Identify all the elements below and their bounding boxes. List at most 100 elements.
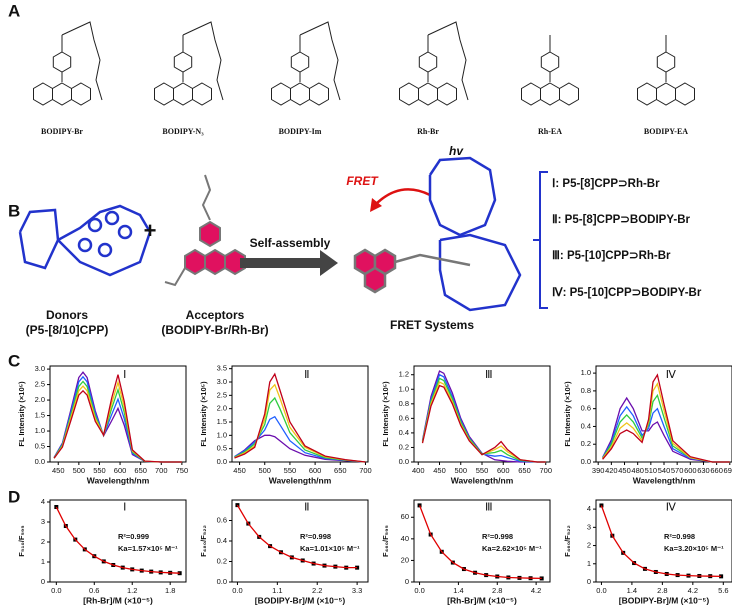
y-tick-label: 20 xyxy=(401,555,409,564)
data-line xyxy=(602,373,730,463)
x-tick-label: 510 xyxy=(645,466,658,475)
structure-ring xyxy=(418,82,438,106)
structure-ring xyxy=(271,82,291,106)
y-axis-label: FL Intensity (×10⁵) xyxy=(17,381,26,447)
fret-label: FRET xyxy=(346,174,379,188)
x-tick-label: 390 xyxy=(592,466,605,475)
structure-chain xyxy=(427,21,469,101)
x-axis-label: [Rh-Br]/M (×10⁻⁵) xyxy=(447,595,517,605)
panel-label: B xyxy=(8,201,20,220)
acceptor-sublabel: (BODIPY-Br/Rh-Br) xyxy=(161,323,268,337)
panel-numeral: Ⅳ xyxy=(666,502,677,514)
data-line xyxy=(234,415,366,463)
structure-chain xyxy=(299,21,341,101)
plot-frame xyxy=(231,365,369,463)
y-tick-label: 2 xyxy=(587,541,591,550)
structure-ring xyxy=(33,82,53,106)
plot-frame xyxy=(49,499,187,583)
y-tick-label: 3 xyxy=(41,517,45,526)
data-point xyxy=(599,503,604,508)
structure-ring xyxy=(52,51,72,73)
structure-ring xyxy=(540,51,560,73)
x-tick-label: 600 xyxy=(114,466,127,475)
data-line xyxy=(234,372,366,463)
structure-ring xyxy=(656,82,676,106)
bracket xyxy=(533,171,548,309)
y-tick-label: 0.6 xyxy=(217,515,227,524)
y-tick-label: 1 xyxy=(587,559,591,568)
x-axis-label: [BODIPY-Br]/M (×10⁻⁵) xyxy=(619,595,710,605)
x-tick-label: 650 xyxy=(518,466,531,475)
x-tick-label: 2.8 xyxy=(657,586,667,595)
y-tick-label: 2.0 xyxy=(35,395,45,404)
fret-system xyxy=(353,156,522,312)
y-tick-label: 0.6 xyxy=(399,413,409,422)
x-tick-label: 480 xyxy=(631,466,644,475)
structure-chain xyxy=(182,21,224,101)
acceptor-label: Acceptors xyxy=(186,308,245,322)
data-line xyxy=(234,434,366,463)
fret-arrow xyxy=(374,188,431,206)
data-line xyxy=(602,382,730,463)
x-tick-label: 1.1 xyxy=(272,586,282,595)
y-tick-label: 0.4 xyxy=(217,536,227,545)
x-tick-label: 750 xyxy=(176,466,189,475)
annotation: Ka=1.01×10⁵ M⁻¹ xyxy=(300,544,360,553)
structure-ring xyxy=(52,82,72,106)
y-tick-label: 2.5 xyxy=(35,380,45,389)
x-tick-label: 400 xyxy=(412,466,425,475)
x-tick-label: 450 xyxy=(233,466,246,475)
annotation: Ka=1.57×10⁵ M⁻¹ xyxy=(118,544,178,553)
x-tick-label: 700 xyxy=(359,466,372,475)
annotation: R²=0.998 xyxy=(300,532,331,541)
y-tick-label: 60 xyxy=(401,512,409,521)
y-tick-label: 0.6 xyxy=(581,404,591,413)
x-tick-label: 0.0 xyxy=(596,586,606,595)
y-tick-label: 0.2 xyxy=(581,439,591,448)
y-tick-label: 3.5 xyxy=(217,364,227,373)
structure-ring xyxy=(173,51,193,73)
y-tick-label: 0.0 xyxy=(399,457,409,466)
structure-ring xyxy=(559,82,579,106)
data-line xyxy=(421,377,546,463)
x-tick-label: 2.8 xyxy=(492,586,502,595)
structure-ring xyxy=(399,82,419,106)
data-line xyxy=(53,380,182,463)
panel-label: C xyxy=(8,351,20,370)
y-tick-label: 3 xyxy=(587,522,591,531)
data-point xyxy=(355,565,360,570)
x-tick-label: 4.2 xyxy=(688,586,698,595)
data-line xyxy=(234,396,366,463)
y-tick-label: 3.0 xyxy=(217,377,227,386)
y-axis-label: FL Intensity (×10⁵) xyxy=(199,381,208,447)
structure-ring xyxy=(521,82,541,106)
y-tick-label: 1.5 xyxy=(217,417,227,426)
x-tick-label: 1.4 xyxy=(453,586,463,595)
y-tick-label: 0.0 xyxy=(217,577,227,586)
y-tick-label: 1.0 xyxy=(581,368,591,377)
molecule-name: BODIPY-Im xyxy=(279,127,322,136)
y-tick-label: 0 xyxy=(41,577,45,586)
y-axis-label: F₄₆₀/F₅₉₅ xyxy=(381,525,390,557)
x-tick-label: 690 xyxy=(724,466,732,475)
y-axis-label: FL Intensity (×10⁵) xyxy=(381,381,390,447)
data-point xyxy=(417,503,422,508)
y-tick-label: 0.0 xyxy=(581,457,591,466)
donor-cage xyxy=(18,204,152,277)
acceptor-molecule xyxy=(164,174,246,287)
x-tick-label: 650 xyxy=(334,466,347,475)
annotation: Ka=3.20×10⁵ M⁻¹ xyxy=(664,544,724,553)
x-tick-label: 0.0 xyxy=(232,586,242,595)
molecule-name: BODIPY-N₃ xyxy=(162,127,204,136)
panel-numeral: Ⅰ xyxy=(123,369,126,381)
x-tick-label: 450 xyxy=(433,466,446,475)
structure-chain xyxy=(61,21,103,101)
panel-numeral: Ⅲ xyxy=(485,369,493,381)
y-tick-label: 0.2 xyxy=(399,442,409,451)
system-label: Ⅲ: P5-[10]CPP⊃Rh-Br xyxy=(552,249,671,262)
plot-frame xyxy=(595,365,732,463)
x-tick-label: 1.8 xyxy=(165,586,175,595)
arrow xyxy=(240,250,338,276)
y-tick-label: 0.0 xyxy=(35,457,45,466)
data-line xyxy=(55,506,180,574)
